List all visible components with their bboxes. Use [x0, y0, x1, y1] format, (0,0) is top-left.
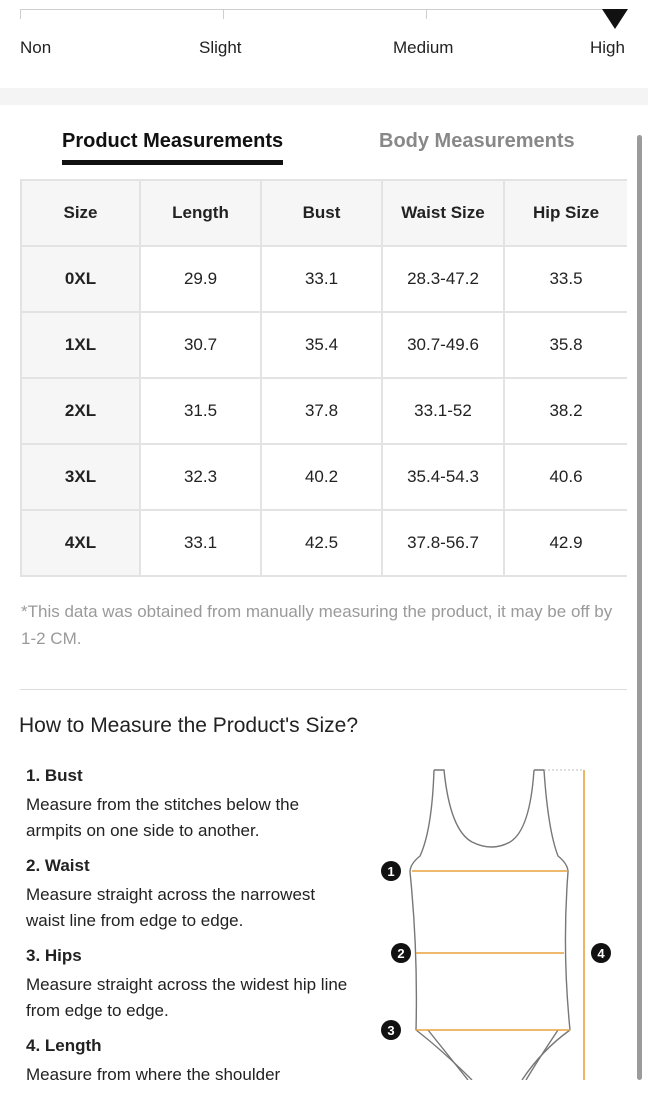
table-header-row: Size Length Bust Waist Size Hip Size	[20, 179, 627, 247]
marker-1-icon: 1	[381, 861, 401, 881]
table-cell: 2XL	[20, 379, 141, 445]
step-bust: 1. Bust Measure from the stitches below …	[26, 766, 356, 844]
stretch-label-medium: Medium	[393, 38, 454, 57]
measurement-note: *This data was obtained from manually me…	[21, 602, 613, 648]
table-cell: 42.9	[505, 511, 627, 577]
step-desc: Measure from where the shoulder	[26, 1065, 281, 1084]
table-cell: 35.8	[505, 313, 627, 379]
table-header-cell: Hip Size	[505, 179, 627, 247]
stretch-selected-marker-icon	[602, 9, 628, 29]
table-cell: 0XL	[20, 247, 141, 313]
svg-text:4: 4	[597, 946, 605, 961]
bodysuit-diagram-icon: 1 2 3 4	[381, 769, 611, 1080]
tab-label: Product Measurements	[62, 130, 284, 152]
table-header-cell: Waist Size	[383, 179, 505, 247]
step-title: 2. Waist	[26, 856, 90, 875]
tab-active-underline	[62, 160, 284, 165]
svg-text:2: 2	[397, 946, 404, 961]
tab-body-measurements[interactable]: Body Measurements	[379, 130, 575, 153]
tab-label: Body Measurements	[379, 130, 575, 152]
step-title: 3. Hips	[26, 946, 82, 965]
table-cell: 33.1-52	[383, 379, 505, 445]
table-cell: 30.7	[141, 313, 262, 379]
step-length: 4. Length Measure from where the shoulde…	[26, 1036, 356, 1088]
marker-4-icon: 4	[591, 943, 611, 963]
table-cell: 31.5	[141, 379, 262, 445]
table-row: 2XL 31.5 37.8 33.1-52 38.2	[20, 379, 627, 445]
marker-3-icon: 3	[381, 1020, 401, 1040]
table-cell: 30.7-49.6	[383, 313, 505, 379]
table-row: 0XL 29.9 33.1 28.3-47.2 33.5	[20, 247, 627, 313]
table-cell: 4XL	[20, 511, 141, 577]
svg-text:3: 3	[387, 1023, 394, 1038]
table-cell: 38.2	[505, 379, 627, 445]
table-cell: 1XL	[20, 313, 141, 379]
divider	[20, 689, 627, 690]
stretch-track	[20, 9, 626, 10]
stretch-tick	[20, 9, 21, 19]
stretch-scale: Non Slight Medium High	[0, 0, 648, 88]
table-cell: 32.3	[141, 445, 262, 511]
table-cell: 35.4-54.3	[383, 445, 505, 511]
table-cell: 42.5	[262, 511, 383, 577]
table-cell: 3XL	[20, 445, 141, 511]
table-row: 4XL 33.1 42.5 37.8-56.7 42.9	[20, 511, 627, 577]
table-header-cell: Size	[20, 179, 141, 247]
table-cell: 33.1	[141, 511, 262, 577]
measurement-lines	[412, 770, 585, 1080]
table-row: 3XL 32.3 40.2 35.4-54.3 40.6	[20, 445, 627, 511]
step-title: 1. Bust	[26, 766, 83, 785]
scrollbar-thumb[interactable]	[637, 135, 642, 1080]
table-cell: 40.6	[505, 445, 627, 511]
step-title: 4. Length	[26, 1036, 102, 1055]
stretch-label-slight: Slight	[199, 38, 242, 57]
step-waist: 2. Waist Measure straight across the nar…	[26, 856, 356, 934]
marker-2-icon: 2	[391, 943, 411, 963]
table-cell: 37.8-56.7	[383, 511, 505, 577]
table-row: 1XL 30.7 35.4 30.7-49.6 35.8	[20, 313, 627, 379]
step-desc: Measure straight across the narrowest wa…	[26, 885, 316, 930]
table-header-cell: Length	[141, 179, 262, 247]
stretch-tick	[223, 9, 224, 19]
garment-outline	[409, 769, 571, 1080]
step-desc: Measure from the stitches below the armp…	[26, 795, 300, 840]
table-cell: 33.1	[262, 247, 383, 313]
measure-steps: 1. Bust Measure from the stitches below …	[26, 766, 356, 1100]
step-desc: Measure straight across the widest hip l…	[26, 975, 348, 1020]
how-to-measure-title: How to Measure the Product's Size?	[19, 714, 359, 737]
step-hips: 3. Hips Measure straight across the wide…	[26, 946, 356, 1024]
table-cell: 35.4	[262, 313, 383, 379]
stretch-label-non: Non	[20, 38, 52, 57]
table-cell: 29.9	[141, 247, 262, 313]
stretch-tick	[426, 9, 427, 19]
size-table: Size Length Bust Waist Size Hip Size 0XL…	[20, 179, 627, 577]
table-cell: 28.3-47.2	[383, 247, 505, 313]
tab-product-measurements[interactable]: Product Measurements	[62, 130, 284, 165]
stretch-label-high: High	[590, 38, 625, 57]
svg-text:1: 1	[387, 864, 394, 879]
section-separator	[0, 88, 648, 105]
table-cell: 40.2	[262, 445, 383, 511]
table-header-cell: Bust	[262, 179, 383, 247]
table-cell: 37.8	[262, 379, 383, 445]
table-cell: 33.5	[505, 247, 627, 313]
